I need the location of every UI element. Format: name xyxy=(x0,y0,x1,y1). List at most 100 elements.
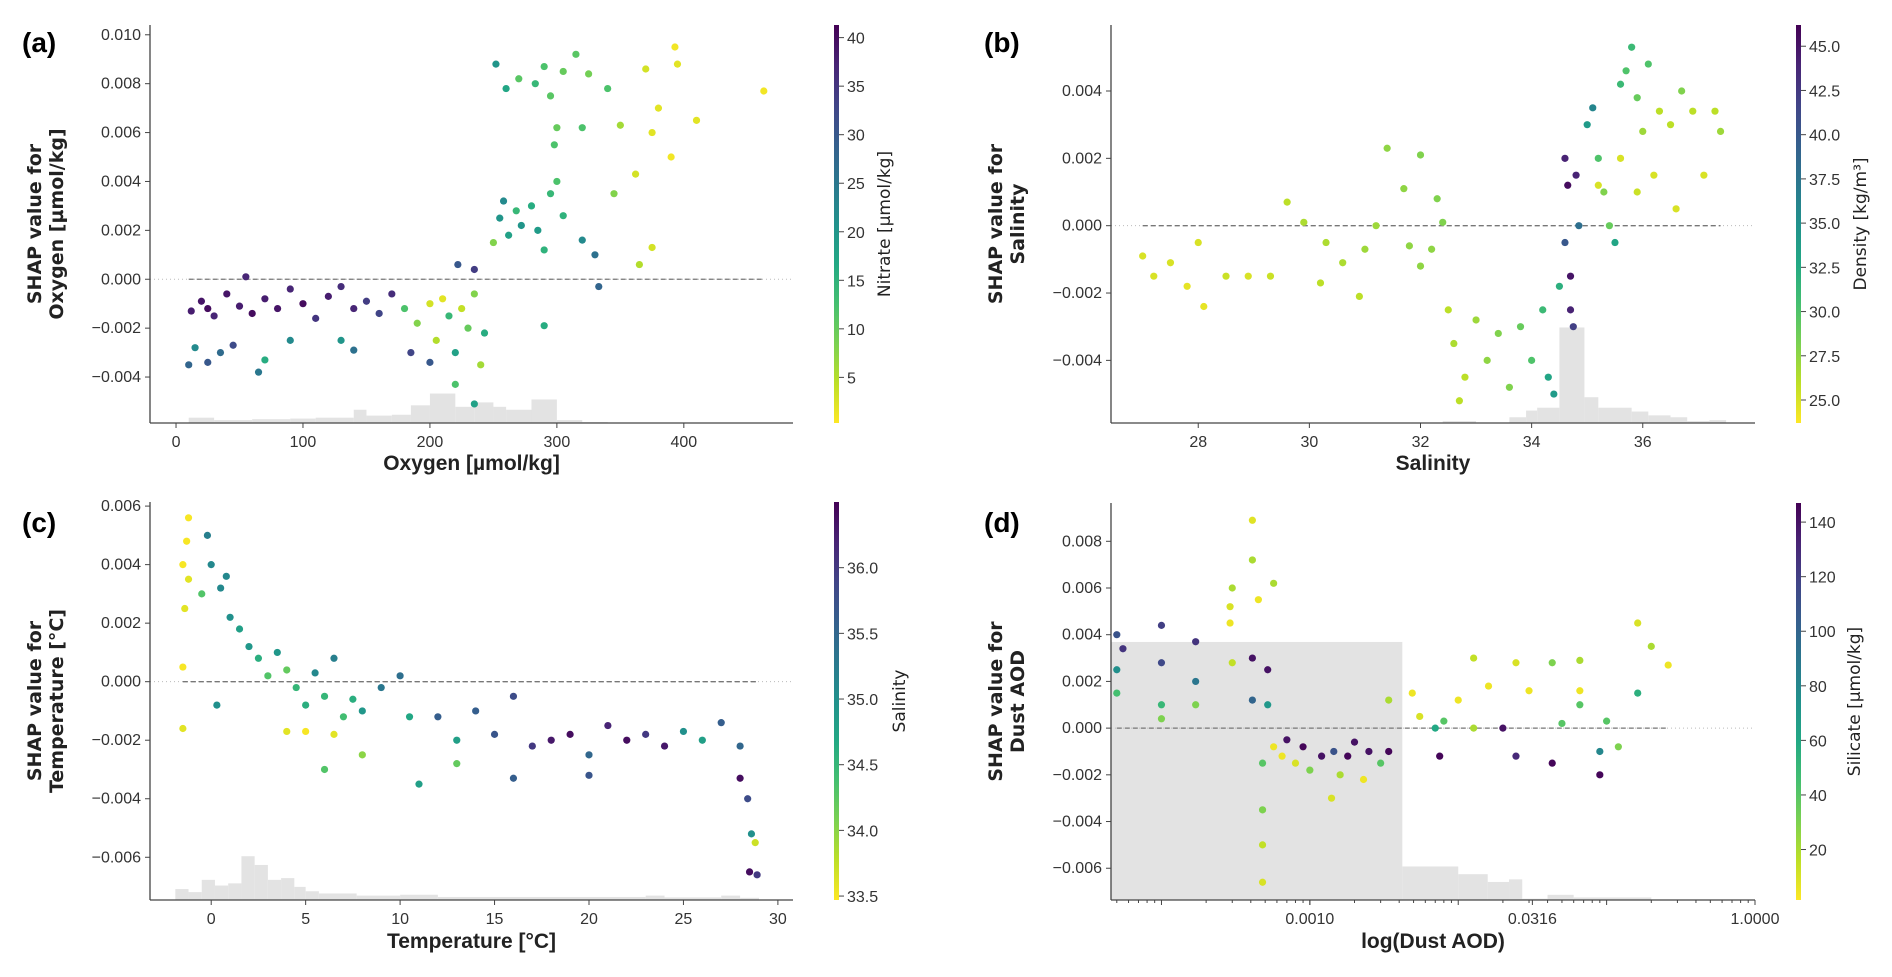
data-point xyxy=(320,765,329,774)
data-point xyxy=(477,361,485,369)
data-point xyxy=(1550,390,1558,398)
histogram-bar xyxy=(1537,407,1560,423)
data-point xyxy=(578,124,586,132)
data-point xyxy=(1383,144,1391,152)
colorbar-tick-label: 37.5 xyxy=(1809,172,1840,189)
data-point xyxy=(1372,222,1380,230)
x-tick-label: 15 xyxy=(486,911,504,928)
panel-label: (c) xyxy=(22,507,56,538)
data-point xyxy=(302,727,310,736)
data-point xyxy=(324,292,332,300)
colorbar-tick-label: 34.0 xyxy=(847,823,878,840)
data-point xyxy=(264,672,272,680)
data-point xyxy=(1365,747,1373,756)
histogram-bar xyxy=(290,418,316,423)
data-point xyxy=(654,104,663,112)
data-point xyxy=(223,290,231,298)
y-tick-label: −0.006 xyxy=(1053,860,1102,877)
data-point xyxy=(426,358,434,366)
data-point xyxy=(505,231,513,239)
data-point xyxy=(1385,696,1393,704)
data-point xyxy=(1512,659,1520,667)
x-tick-label: 30 xyxy=(769,911,787,928)
data-point xyxy=(744,795,752,803)
x-tick-label: 400 xyxy=(670,434,697,451)
histogram-bar xyxy=(1487,881,1510,900)
data-point xyxy=(698,736,706,744)
colorbar-tick-label: 20 xyxy=(847,225,865,242)
data-point xyxy=(1450,339,1458,348)
data-point xyxy=(760,87,768,95)
histogram-bar xyxy=(474,402,494,423)
histogram-bar xyxy=(455,406,475,423)
y-tick-label: −0.002 xyxy=(92,320,141,337)
histogram-bar xyxy=(1111,641,1403,900)
data-point xyxy=(1113,631,1121,639)
data-point xyxy=(553,177,561,186)
data-point xyxy=(1278,752,1286,760)
histogram-bar xyxy=(305,891,319,900)
data-point xyxy=(1594,181,1602,189)
data-point xyxy=(492,60,500,68)
data-point xyxy=(1330,747,1338,756)
data-point xyxy=(283,727,291,736)
histogram-bar xyxy=(531,399,557,423)
data-point xyxy=(1192,701,1200,709)
histogram-bar xyxy=(400,894,438,900)
histogram-bar xyxy=(252,419,291,423)
data-point xyxy=(1254,596,1262,604)
data-point xyxy=(1258,878,1267,886)
data-point xyxy=(407,348,415,357)
data-point xyxy=(1444,306,1452,314)
x-tick-label: 0.0316 xyxy=(1508,911,1557,928)
data-point xyxy=(203,531,212,539)
histogram-bar xyxy=(1547,894,1574,900)
data-point xyxy=(1525,687,1533,695)
data-point xyxy=(585,751,593,759)
data-point xyxy=(509,774,518,782)
data-point xyxy=(540,246,548,254)
data-point xyxy=(667,153,675,161)
colorbar-tick-label: 32.5 xyxy=(1809,260,1840,277)
colorbar xyxy=(834,25,839,423)
data-point xyxy=(1436,752,1444,760)
data-point xyxy=(1283,198,1291,206)
data-point xyxy=(183,537,191,545)
histogram-bar xyxy=(506,409,532,423)
histogram-bar xyxy=(1573,897,1652,900)
data-point xyxy=(1499,724,1507,732)
data-point xyxy=(1555,282,1564,290)
data-point xyxy=(434,713,442,721)
data-point xyxy=(1664,661,1672,669)
data-point xyxy=(1594,154,1602,162)
x-tick-label: 34 xyxy=(1523,434,1541,451)
data-point xyxy=(1350,738,1359,746)
y-axis-label: Oxygen [µmol/kg] xyxy=(46,128,68,319)
x-tick-label: 1.0000 xyxy=(1731,911,1780,928)
colorbar-label: Nitrate [µmol/kg] xyxy=(875,151,895,297)
histogram-bar xyxy=(281,878,295,900)
data-point xyxy=(531,80,539,88)
y-tick-label: 0.006 xyxy=(101,125,141,142)
data-point xyxy=(204,304,212,313)
data-point xyxy=(181,604,189,613)
data-point xyxy=(187,307,195,315)
data-point xyxy=(1589,104,1597,112)
data-point xyxy=(1616,154,1625,162)
data-point xyxy=(553,124,561,132)
colorbar-tick-label: 100 xyxy=(1809,624,1836,641)
histogram-bar xyxy=(556,420,583,423)
data-point xyxy=(245,642,253,651)
histogram-bar xyxy=(228,883,242,900)
data-point xyxy=(261,356,269,364)
y-axis-label: SHAP value for xyxy=(985,621,1007,782)
histogram-bar xyxy=(437,896,589,900)
data-point xyxy=(184,514,193,522)
data-point xyxy=(426,300,434,308)
colorbar-label: Silicate [µmol/kg] xyxy=(1845,627,1865,776)
data-point xyxy=(1139,252,1147,260)
colorbar xyxy=(834,502,839,900)
data-point xyxy=(1605,222,1614,230)
data-point xyxy=(1157,621,1166,629)
